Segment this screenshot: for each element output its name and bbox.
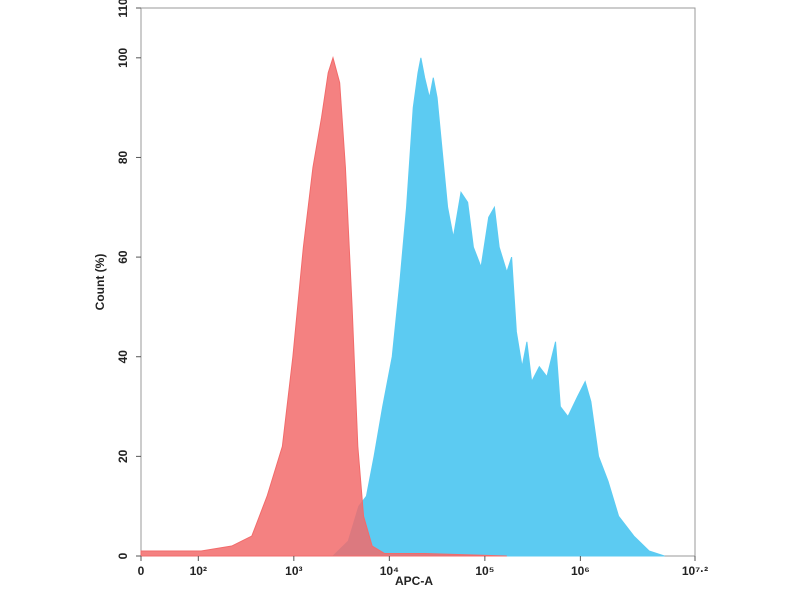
x-tick-label: 10² bbox=[190, 564, 207, 578]
y-tick-label: 60 bbox=[116, 250, 130, 264]
x-tick-label: 0 bbox=[138, 564, 145, 578]
x-tick-label: 10⁵ bbox=[475, 564, 494, 578]
x-axis-label: APC-A bbox=[395, 574, 433, 588]
y-axis-label: Count (%) bbox=[93, 254, 107, 311]
y-tick-label: 100 bbox=[116, 47, 130, 67]
y-tick-label: 110 bbox=[116, 0, 130, 18]
y-tick-label: 0 bbox=[116, 552, 130, 559]
histogram-area bbox=[331, 57, 665, 557]
x-tick-label: 10⁴ bbox=[380, 564, 399, 578]
y-tick-label: 40 bbox=[116, 350, 130, 364]
histogram-area bbox=[140, 56, 507, 557]
x-tick-label: 10⁶ bbox=[571, 564, 590, 578]
x-tick-label: 10⁷·² bbox=[682, 564, 708, 578]
y-tick-label: 20 bbox=[116, 449, 130, 463]
y-tick-label: 80 bbox=[116, 150, 130, 164]
x-tick-label: 10³ bbox=[285, 564, 302, 578]
